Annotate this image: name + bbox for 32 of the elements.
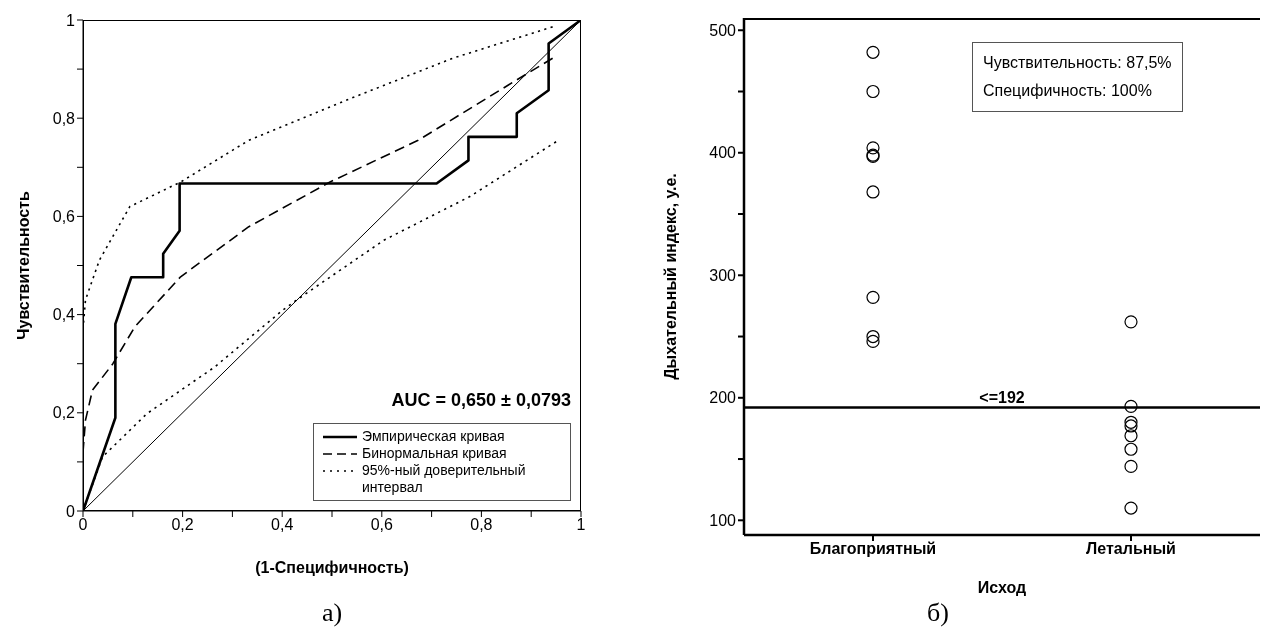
text: б) xyxy=(926,598,950,628)
annotation: Чувствительность: 87,5% xyxy=(983,53,1172,73)
x-tick-label: Летальный xyxy=(1086,540,1176,558)
x-axis-title: Исход xyxy=(977,579,1027,596)
y-tick-label: 0,4 xyxy=(52,306,76,324)
x-tick-label: 0,2 xyxy=(171,516,194,534)
y-tick-label: 200 xyxy=(709,389,737,407)
text: а) xyxy=(320,598,344,628)
x-axis-title: (1-Специфичность) xyxy=(255,559,409,576)
y-tick-label: 0,8 xyxy=(52,109,76,127)
x-tick-label: 0,8 xyxy=(470,516,493,534)
annotation: Специфичность: 100% xyxy=(983,81,1153,101)
y-axis-title: Чувствительность xyxy=(14,191,32,340)
y-tick-label: 300 xyxy=(709,266,737,284)
ref-line-label: <=192 xyxy=(979,388,1025,406)
y-tick-label: 0,6 xyxy=(52,208,76,226)
x-tick-label: 0,6 xyxy=(370,516,394,534)
y-tick-label: 0 xyxy=(66,502,76,520)
legend-label: 95%-ный доверительный интервал xyxy=(362,462,527,496)
x-tick-label: 0 xyxy=(78,516,88,534)
x-tick-label: 0,4 xyxy=(271,516,294,534)
legend-label: Эмпирическая кривая xyxy=(362,428,505,445)
x-tick-label: 1 xyxy=(576,516,586,534)
annotation: AUC = 0,650 ± 0,0793 xyxy=(391,390,571,411)
y-tick-label: 400 xyxy=(709,144,737,162)
y-tick-label: 1 xyxy=(66,11,76,29)
legend-label: Бинормальная кривая xyxy=(362,445,507,462)
y-tick-label: 100 xyxy=(709,511,737,529)
y-axis-title: Дыхательный индекс, у.е. xyxy=(661,173,679,380)
y-tick-label: 500 xyxy=(709,21,737,39)
y-tick-label: 0,2 xyxy=(52,404,76,422)
x-tick-label: Благоприятный xyxy=(809,540,937,558)
